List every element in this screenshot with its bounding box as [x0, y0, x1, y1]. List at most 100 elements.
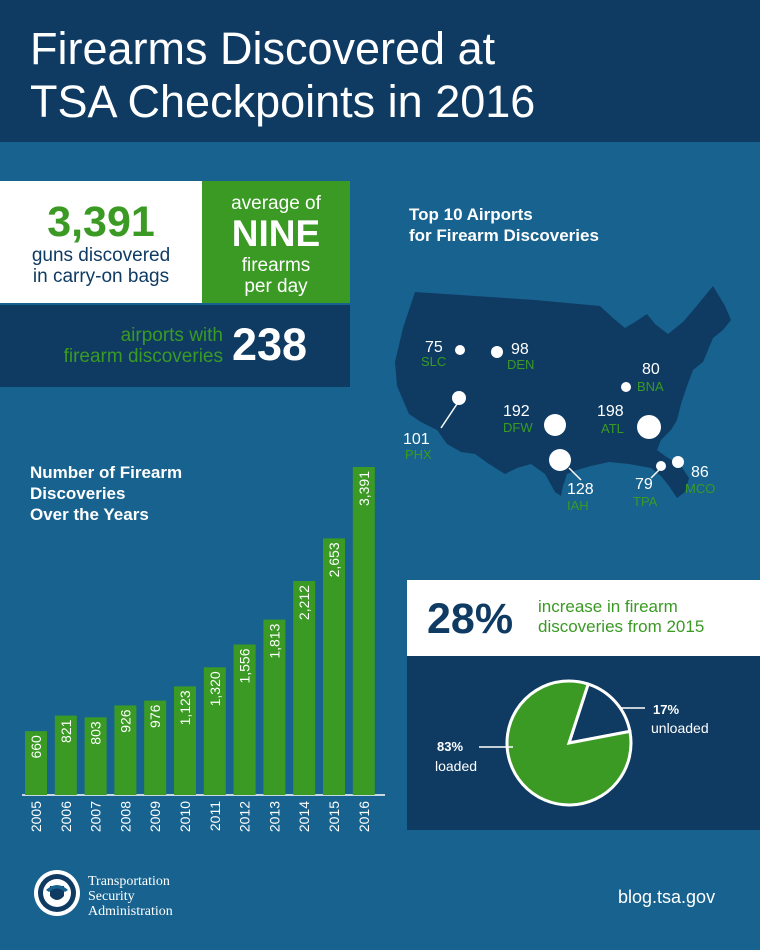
- airports-count-value: 238: [232, 319, 308, 370]
- bar-title-line-3: Over the Years: [30, 505, 149, 524]
- year-tick-label: 2011: [207, 801, 223, 831]
- pie-chart: 83% loaded 17% unloaded: [435, 679, 709, 807]
- bar-value-label: 1,813: [266, 623, 282, 658]
- bar-2013: [263, 619, 286, 795]
- year-tick-label: 2008: [117, 801, 133, 832]
- bar-2010: [174, 686, 196, 795]
- airport-tpa: 79 TPA: [633, 461, 666, 509]
- blog-link[interactable]: blog.tsa.gov: [618, 887, 716, 907]
- airport-den: 98 DEN: [491, 341, 534, 372]
- year-tick-label: 2015: [326, 801, 342, 832]
- airport-bna: 80 BNA: [621, 361, 664, 394]
- airport-count: 101: [403, 431, 430, 448]
- guns-count-label: guns discovered in carry-on bags: [0, 245, 202, 287]
- airport-leader-line: [650, 469, 660, 479]
- bar-2016: [352, 467, 375, 795]
- airport-iah: 128 IAH: [549, 449, 594, 513]
- bar-2009: [144, 700, 167, 795]
- bar-2014: [293, 581, 316, 795]
- bar-value-label: 660: [28, 735, 44, 759]
- pie-panel: 83% loaded 17% unloaded: [407, 656, 760, 830]
- dhs-seal-icon: [34, 870, 80, 916]
- airport-atl: 198 ATL: [597, 403, 661, 439]
- airport-dot: [491, 346, 503, 358]
- airport-count: 80: [642, 361, 660, 378]
- airport-code: PHX: [405, 447, 432, 462]
- airport-code: ATL: [601, 421, 624, 436]
- bar-2005: [25, 731, 47, 795]
- airport-slc: 75 SLC: [421, 339, 465, 369]
- loaded-pct: 83%: [437, 739, 463, 754]
- agency-name: Transportation Security Administration: [88, 874, 173, 919]
- increase-label-line-2: discoveries from 2015: [538, 617, 705, 636]
- increase-value: 28%: [427, 595, 514, 643]
- page-title: Firearms Discovered at TSA Checkpoints i…: [30, 22, 670, 128]
- bar-title-line-2: Discoveries: [30, 484, 126, 503]
- bar-2012: [233, 644, 256, 795]
- bar-2011: [203, 667, 226, 795]
- airport-count: 79: [635, 476, 653, 493]
- airport-dot: [672, 456, 684, 468]
- bar-value-label: 926: [117, 709, 133, 733]
- increase-label-line-1: increase in firearm: [538, 597, 678, 616]
- year-tick-label: 2009: [147, 801, 163, 832]
- bar-2007: [84, 717, 107, 795]
- daily-average-panel: average of NINE firearms per day: [202, 181, 350, 303]
- airport-count: 198: [597, 403, 624, 420]
- bar-value-label: 803: [88, 721, 104, 745]
- airport-leader-line: [440, 403, 458, 429]
- agency-line-1: Transportation: [88, 874, 170, 889]
- agency-line-2: Security: [88, 889, 135, 904]
- year-tick-label: 2012: [237, 801, 253, 832]
- bar-value-label: 2,212: [296, 585, 312, 620]
- airport-phx: 101 PHX: [403, 391, 466, 462]
- airport-code: SLC: [421, 354, 446, 369]
- increase-label: increase in firearm discoveries from 201…: [538, 597, 753, 637]
- airport-count: 128: [567, 481, 594, 498]
- average-prefix: average of: [231, 193, 321, 214]
- header-banner: Firearms Discovered at TSA Checkpoints i…: [0, 0, 760, 142]
- bar-value-label: 1,123: [177, 690, 193, 725]
- bar-value-label: 976: [147, 704, 163, 728]
- average-suffix-line-2: per day: [244, 276, 308, 297]
- increase-panel: 28% increase in firearm discoveries from…: [407, 580, 760, 656]
- airports-count-panel: airports with firearm discoveries 238: [0, 305, 350, 387]
- airport-dot: [549, 449, 571, 471]
- loaded-label: loaded: [435, 758, 477, 774]
- bar-value-label: 1,556: [237, 648, 253, 683]
- airports-label-line-2: firearm discoveries: [63, 346, 223, 367]
- airport-count: 86: [691, 464, 709, 481]
- pie-slices: [505, 679, 633, 807]
- bar-value-label: 821: [58, 719, 74, 743]
- year-tick-label: 2007: [88, 801, 104, 832]
- map-title-line-1: Top 10 Airports: [409, 205, 533, 224]
- airport-code: MCO: [685, 481, 715, 496]
- airport-dot: [637, 415, 661, 439]
- bar-value-label: 3,391: [356, 471, 372, 506]
- airport-dfw: 192 DFW: [503, 403, 566, 436]
- guns-count-panel: 3,391 guns discovered in carry-on bags: [0, 181, 202, 303]
- year-tick-label: 2016: [356, 801, 372, 832]
- airport-dot: [455, 345, 465, 355]
- year-tick-label: 2005: [28, 801, 44, 832]
- guns-label-line-2: in carry-on bags: [32, 266, 170, 287]
- bar-2008: [114, 705, 137, 795]
- title-line-2: TSA Checkpoints in 2016: [30, 76, 536, 127]
- agency-line-3: Administration: [88, 904, 173, 919]
- average-suffix-line-1: firearms: [241, 255, 311, 276]
- unloaded-pct: 17%: [653, 702, 679, 717]
- pie-slice-loaded: [505, 679, 633, 807]
- year-tick-label: 2010: [177, 801, 193, 832]
- airport-code: TPA: [633, 494, 658, 509]
- airport-dot: [544, 414, 566, 436]
- airport-mco: 86 MCO: [672, 456, 715, 496]
- year-tick-label: 2006: [58, 801, 74, 832]
- airport-dot: [452, 391, 466, 405]
- bar-chart-title: Number of Firearm Discoveries Over the Y…: [30, 462, 182, 525]
- bar-2006: [54, 715, 77, 795]
- airport-code: DEN: [507, 357, 534, 372]
- airport-count: 192: [503, 403, 530, 420]
- airport-code: IAH: [567, 498, 589, 513]
- airport-code: BNA: [637, 379, 664, 394]
- unloaded-label: unloaded: [651, 720, 709, 736]
